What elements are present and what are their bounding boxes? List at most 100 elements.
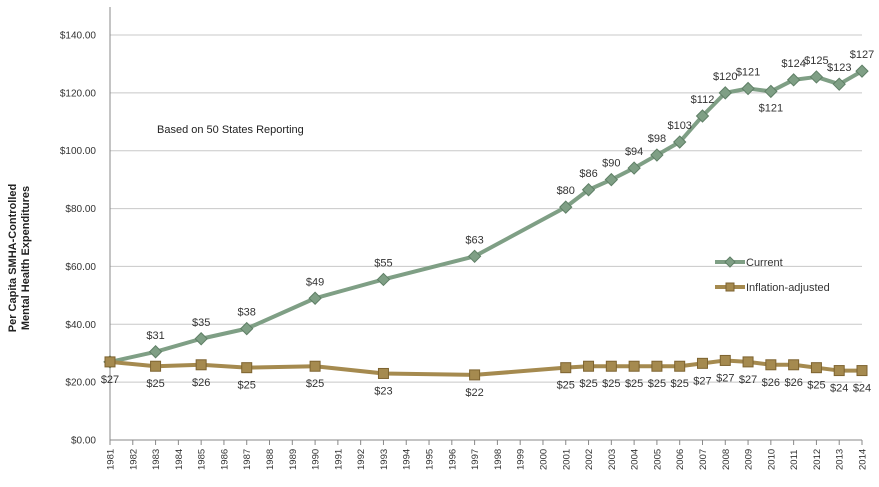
y-tick-label: $0.00 <box>71 436 96 447</box>
x-axis: 1981 1982 1983 1984 1985 1986 1987 1988 1989 1990… <box>106 440 869 470</box>
data-point <box>308 291 322 305</box>
x-tick-label: 2000 <box>538 449 549 470</box>
data-point <box>104 356 116 368</box>
x-tick-label: 2007 <box>698 449 709 470</box>
data-label: $49 <box>306 276 324 288</box>
y-tick-label: $100.00 <box>60 146 97 157</box>
series-line-current <box>109 69 863 364</box>
data-point <box>195 359 207 371</box>
data-label: $121 <box>736 67 760 79</box>
x-tick-label: 1995 <box>425 449 436 470</box>
data-label: $27 <box>716 372 734 384</box>
data-point <box>810 362 822 374</box>
x-tick-label: 1993 <box>379 449 390 470</box>
data-point <box>604 172 619 187</box>
y-axis-title: Per Capita SMHA-Controlled Mental Health… <box>7 184 32 333</box>
x-tick-label: 2014 <box>858 449 869 470</box>
y-tick-label: $40.00 <box>65 320 96 331</box>
data-point <box>764 84 778 99</box>
data-label: $112 <box>691 94 715 106</box>
x-tick-label: 2012 <box>812 449 823 470</box>
data-label: $127 <box>850 49 874 61</box>
x-tick-label: 1998 <box>493 449 504 470</box>
x-tick-label: 1994 <box>402 449 413 470</box>
x-tick-label: 1983 <box>151 449 162 470</box>
data-point <box>560 362 572 374</box>
data-label: $25 <box>306 378 324 390</box>
x-tick-label: 2001 <box>561 449 572 470</box>
data-point <box>651 360 663 372</box>
data-label: $80 <box>557 185 575 197</box>
data-label: $98 <box>648 133 666 145</box>
data-label: $25 <box>557 380 575 392</box>
x-tick-label: 1992 <box>356 449 367 470</box>
data-point <box>741 81 755 96</box>
data-point <box>832 77 846 91</box>
data-point <box>833 365 845 377</box>
data-label: $25 <box>625 378 643 390</box>
data-labels: $31 $35 $38 $49 $55 $63 $80 $86 $90 $94 $98$103 $11… <box>101 49 874 399</box>
data-point <box>674 360 686 372</box>
data-point <box>856 365 868 377</box>
x-tick-label: 1986 <box>219 449 230 470</box>
data-label: $55 <box>374 257 392 269</box>
data-label: $27 <box>693 375 711 387</box>
y-tick-label: $20.00 <box>65 378 96 389</box>
data-point <box>742 356 754 368</box>
data-point <box>627 161 641 175</box>
data-label: $123 <box>827 62 851 74</box>
x-tick-label: 2005 <box>652 449 663 470</box>
x-tick-label: 2008 <box>721 449 732 470</box>
legend: Current Inflation-adjusted <box>715 256 830 294</box>
data-point <box>559 200 573 214</box>
x-tick-label: 2003 <box>607 449 618 470</box>
data-point <box>718 86 732 100</box>
data-point <box>809 70 824 84</box>
data-point <box>696 357 708 369</box>
data-point <box>581 183 596 197</box>
data-point <box>583 360 595 372</box>
data-point <box>672 135 687 149</box>
data-label: $24 <box>853 383 871 395</box>
x-tick-label: 2013 <box>835 449 846 470</box>
data-label: $120 <box>713 71 737 83</box>
y-tick-label: $120.00 <box>60 88 97 99</box>
data-label: $24 <box>830 383 848 395</box>
data-label: $25 <box>146 378 164 390</box>
x-tick-label: 1997 <box>470 449 481 470</box>
data-point <box>309 360 321 372</box>
data-label: $121 <box>759 102 783 114</box>
data-label: $90 <box>602 158 620 170</box>
data-label: $23 <box>374 385 392 397</box>
data-point <box>150 360 162 372</box>
data-point <box>194 332 208 346</box>
data-label: $26 <box>192 377 210 389</box>
data-point <box>469 369 481 381</box>
data-label: $25 <box>238 380 256 392</box>
data-point <box>788 359 800 371</box>
series-layer <box>103 64 869 381</box>
data-label: $35 <box>192 317 210 329</box>
data-label: $25 <box>602 378 620 390</box>
data-point <box>376 272 391 287</box>
data-label: $31 <box>146 330 164 342</box>
x-tick-label: 2010 <box>766 449 777 470</box>
data-point <box>695 109 710 123</box>
legend-label: Current <box>746 257 783 269</box>
x-tick-label: 2006 <box>675 449 686 470</box>
data-point <box>855 64 869 78</box>
x-tick-label: 1987 <box>242 449 253 470</box>
data-label: $25 <box>579 378 597 390</box>
data-point <box>240 321 254 336</box>
x-tick-label: 1991 <box>333 449 344 470</box>
gridlines <box>110 34 862 441</box>
data-label: $25 <box>807 380 825 392</box>
x-tick-label: 2011 <box>789 450 800 470</box>
y-tick-label: $140.00 <box>60 31 97 42</box>
data-label: $63 <box>465 234 483 246</box>
data-label: $22 <box>465 387 483 399</box>
y-tick-label: $60.00 <box>65 262 96 273</box>
data-label: $25 <box>648 378 666 390</box>
x-tick-label: 1989 <box>288 449 299 470</box>
